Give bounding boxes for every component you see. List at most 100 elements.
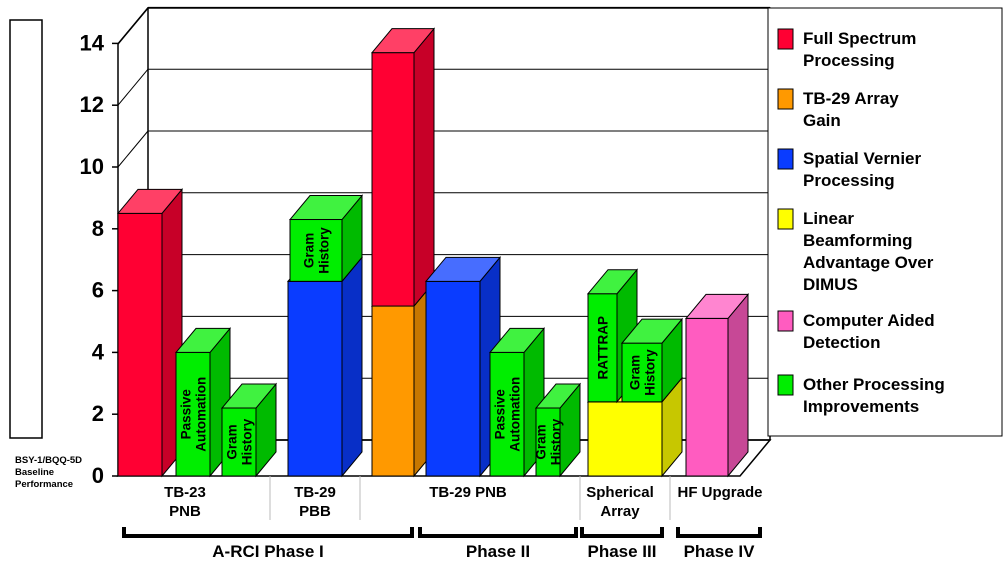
- baseline-label-1: BSY-1/BQQ-5D: [15, 455, 82, 466]
- legend-label: Advantage Over: [803, 253, 934, 272]
- bar-inner-label: Gram: [534, 424, 549, 459]
- bar-inner-label: History: [240, 418, 255, 465]
- bar-inner-label: Automation: [508, 377, 523, 452]
- phase-brackets: A-RCI Phase I Phase II Phase III Phase IV: [122, 527, 762, 561]
- bar-opi: Gram History: [288, 194, 364, 283]
- bar-front: [685, 317, 729, 477]
- x-category-label: Array: [600, 503, 640, 520]
- bar-opi: Gram History: [620, 317, 684, 404]
- legend-label: Gain: [803, 111, 841, 130]
- phase-bracket: [122, 527, 414, 538]
- legend-label: Detection: [803, 333, 880, 352]
- bar-side: [727, 293, 749, 478]
- phase-bracket: [676, 527, 762, 538]
- y-tick-label: 10: [80, 154, 104, 179]
- legend-label: Computer Aided: [803, 311, 935, 330]
- bar-top: [534, 383, 582, 409]
- legend-swatch: [777, 148, 794, 170]
- bar-fsp: [370, 27, 436, 308]
- bar-svp: [286, 255, 364, 478]
- legend-label: DIMUS: [803, 275, 858, 294]
- bar-top: [620, 318, 684, 344]
- y-tick-label: 0: [92, 463, 104, 488]
- bar-inner-label: Gram: [225, 424, 240, 459]
- phase-label: Phase II: [466, 542, 530, 561]
- gridline-side: [117, 68, 149, 106]
- y-tick-label: 8: [92, 216, 104, 241]
- phase-label: Phase III: [588, 542, 657, 561]
- phase-label: A-RCI Phase I: [212, 542, 323, 561]
- bar-front: [489, 351, 525, 477]
- x-category-label: TB-23: [164, 484, 206, 501]
- legend-label: Processing: [803, 171, 895, 190]
- legend-label: Processing: [803, 51, 895, 70]
- bar-side: [413, 27, 435, 308]
- bar-top: [586, 269, 639, 295]
- bar-top: [370, 28, 436, 54]
- legend-swatch: [777, 374, 794, 396]
- x-category-label: PBB: [299, 503, 331, 520]
- x-category-label: TB-29 PNB: [429, 484, 507, 501]
- bar-front: [289, 219, 343, 282]
- bar-front: [587, 401, 663, 477]
- bar-inner-label: Gram: [628, 355, 643, 390]
- legend-box: [767, 7, 1003, 437]
- legend-label: Linear: [803, 209, 854, 228]
- bar-fsp: [116, 187, 184, 478]
- bar-top: [488, 327, 546, 353]
- phase-bracket: [580, 527, 664, 538]
- y-tick-label: 4: [92, 339, 105, 364]
- legend-label: Spatial Vernier: [803, 149, 921, 168]
- bar-tb29: [370, 280, 436, 478]
- bar-inner-label: Passive: [493, 389, 508, 440]
- bar-cad: [684, 293, 750, 478]
- bar-inner-label: History: [549, 418, 564, 465]
- x-category-label: PNB: [169, 503, 201, 520]
- x-category-label: TB-29: [294, 484, 336, 501]
- gridline-side: [117, 130, 149, 168]
- bar-inner-label: Automation: [194, 377, 209, 452]
- legend: Full Spectrum Processing TB-29 Array Gain Sp…: [777, 28, 945, 416]
- bar-top: [424, 256, 502, 282]
- bar-front: [535, 407, 561, 477]
- x-categories: TB-23 PNB TB-29 PBB TB-29 PNB Spherical Array H…: [164, 476, 763, 520]
- legend-swatch: [777, 28, 794, 50]
- bar-inner-label: Gram: [302, 233, 317, 268]
- baseline-label-3: Performance: [15, 479, 73, 490]
- bar-inner-label: RATTRAP: [596, 316, 611, 380]
- baseline-bar: [9, 19, 43, 439]
- legend-label: Beamforming: [803, 231, 913, 250]
- bar-front: [287, 280, 343, 477]
- x-category-label: HF Upgrade: [677, 484, 762, 501]
- bar-front: [425, 280, 481, 477]
- bar-front: [221, 407, 257, 477]
- baseline-label-2: Baseline: [15, 467, 54, 478]
- bar-top: [116, 188, 184, 214]
- bar-opi: Gram History: [220, 382, 278, 478]
- legend-label: TB-29 Array: [803, 89, 899, 108]
- bar-front: [371, 305, 415, 477]
- legend-swatch: [777, 88, 794, 110]
- y-tick-label: 6: [92, 278, 104, 303]
- bar-inner-label: Passive: [179, 389, 194, 440]
- phase-bracket: [418, 527, 578, 538]
- bar-top: [288, 195, 364, 221]
- bar-front: [117, 212, 163, 477]
- legend-label: Improvements: [803, 397, 919, 416]
- bar-front: [587, 293, 618, 403]
- legend-swatch: [777, 310, 794, 332]
- legend-label: Full Spectrum: [803, 29, 916, 48]
- bar-top: [684, 293, 750, 319]
- y-ticks: 0 2 4 6 8 10 12 14: [80, 30, 118, 488]
- legend-label: Other Processing: [803, 375, 945, 394]
- bar-top: [174, 327, 232, 353]
- bar-svp: [424, 255, 502, 478]
- bar-side: [341, 255, 363, 478]
- y-tick-label: 12: [80, 92, 104, 117]
- x-category-label: Spherical: [586, 484, 654, 501]
- y-tick-label: 14: [80, 30, 105, 55]
- bar-inner-label: History: [317, 227, 332, 274]
- bar-opi: Gram History: [534, 382, 582, 478]
